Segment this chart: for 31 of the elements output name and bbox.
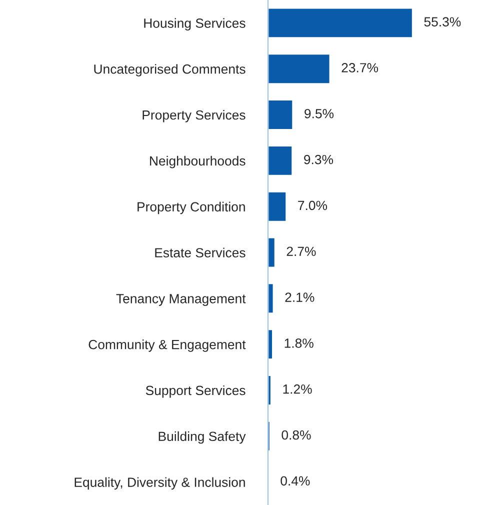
bar [268,145,294,176]
data-label: 1.8% [284,338,314,348]
y-tick-label: Equality, Diversity & Inclusion [74,477,245,490]
bar [268,190,287,222]
data-label: 9.3% [304,154,334,164]
y-tick-label: Building Safety [158,431,246,444]
y-tick-label: Property Services [142,110,246,122]
y-tick-label: Housing Services [144,18,246,30]
y-tick-label: Estate Services [155,248,246,258]
y-tick-label: Support Services [146,385,246,398]
data-label: 9.5% [304,108,334,118]
bar [268,99,294,130]
bar [268,328,274,360]
data-label: 1.2% [283,384,312,394]
data-label: 0.8% [282,430,311,440]
y-tick-label: Uncategorised Comments [94,64,246,76]
data-label: 55.3% [424,17,461,26]
bar [268,374,272,406]
bar [268,420,271,452]
bar [268,53,331,84]
bar [268,7,414,39]
data-label: 2.7% [286,246,316,256]
bar [268,236,276,268]
data-label: 2.1% [285,292,314,302]
data-label: 0.4% [280,476,310,486]
y-tick-label: Tenancy Management [116,294,246,306]
data-label: 7.0% [298,200,328,210]
y-tick-label: Neighbourhoods [150,156,246,168]
data-label: 23.7% [342,63,378,72]
y-tick-label: Property Condition [138,202,245,214]
y-tick-label: Community & Engagement [88,340,246,352]
